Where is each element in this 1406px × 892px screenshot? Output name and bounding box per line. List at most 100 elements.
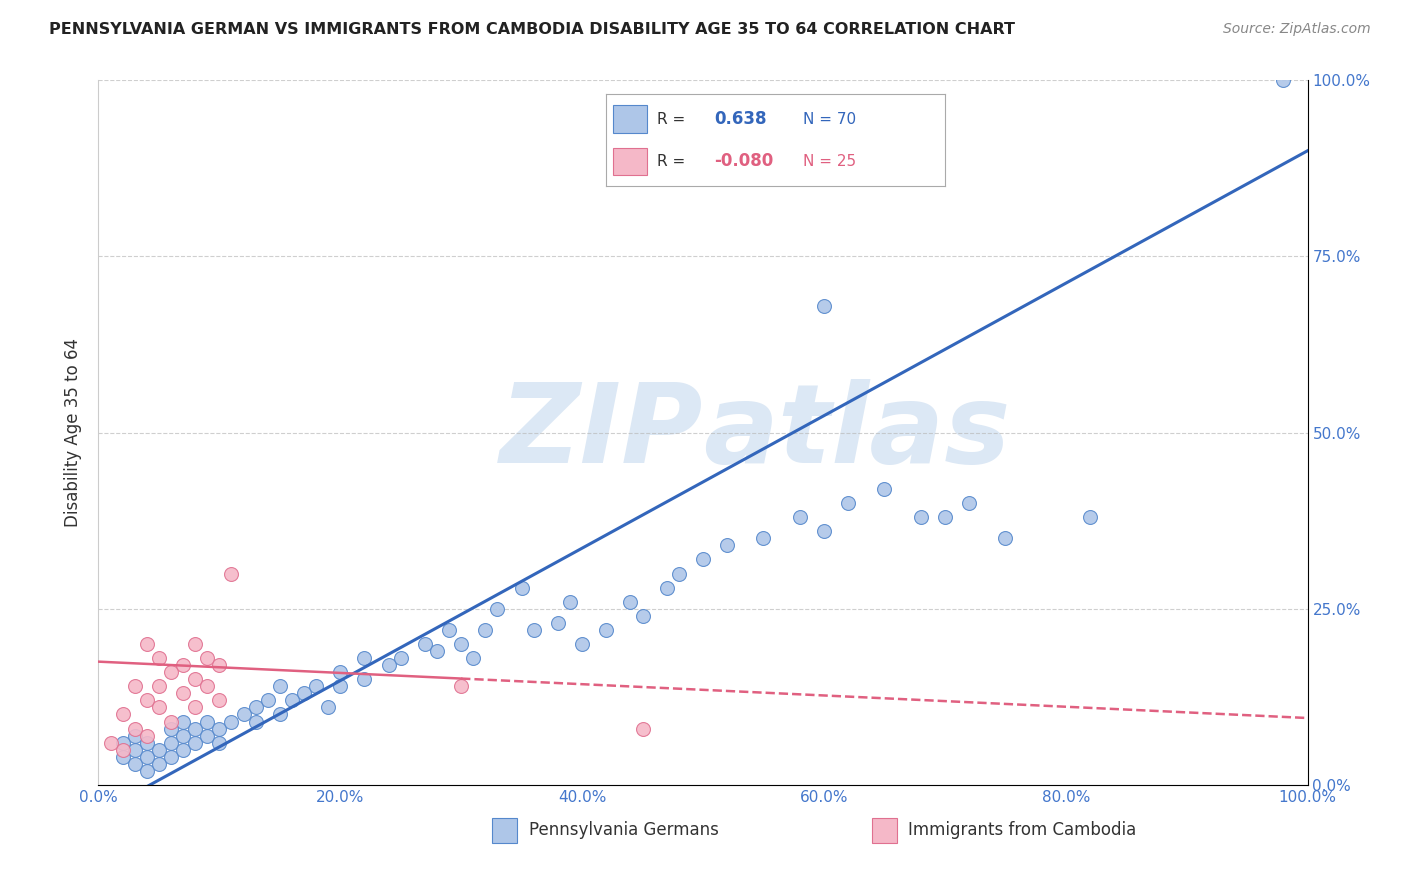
Point — [184, 722, 207, 736]
Point — [135, 749, 157, 764]
Point — [934, 510, 956, 524]
Point — [631, 722, 654, 736]
Point — [208, 722, 231, 736]
Point — [184, 736, 207, 750]
Point — [316, 700, 339, 714]
Point — [160, 722, 183, 736]
Point — [208, 693, 231, 707]
Point — [619, 595, 641, 609]
Point — [413, 637, 436, 651]
Point — [813, 524, 835, 539]
Point — [329, 679, 352, 693]
Point — [124, 742, 146, 756]
Point — [474, 623, 496, 637]
Point — [172, 658, 194, 673]
Point — [389, 651, 412, 665]
Point — [523, 623, 546, 637]
Point — [245, 714, 267, 729]
Point — [463, 651, 485, 665]
Point — [111, 742, 134, 756]
Point — [1272, 73, 1295, 87]
Text: Source: ZipAtlas.com: Source: ZipAtlas.com — [1223, 22, 1371, 37]
Point — [437, 623, 460, 637]
Point — [135, 693, 157, 707]
Point — [752, 532, 775, 546]
Point — [172, 714, 194, 729]
Point — [111, 749, 134, 764]
Point — [148, 742, 170, 756]
Point — [184, 673, 207, 687]
Point — [716, 538, 738, 552]
Point — [195, 679, 218, 693]
Point — [510, 581, 533, 595]
Point — [269, 679, 291, 693]
Point — [124, 756, 146, 771]
Text: PENNSYLVANIA GERMAN VS IMMIGRANTS FROM CAMBODIA DISABILITY AGE 35 TO 64 CORRELAT: PENNSYLVANIA GERMAN VS IMMIGRANTS FROM C… — [49, 22, 1015, 37]
Point — [353, 651, 375, 665]
Point — [292, 686, 315, 700]
Point — [256, 693, 278, 707]
Point — [195, 729, 218, 743]
Point — [595, 623, 617, 637]
Text: atlas: atlas — [703, 379, 1011, 486]
Point — [184, 700, 207, 714]
Point — [994, 532, 1017, 546]
Text: ZIP: ZIP — [499, 379, 703, 486]
Point — [692, 552, 714, 566]
Point — [269, 707, 291, 722]
Point — [160, 736, 183, 750]
Y-axis label: Disability Age 35 to 64: Disability Age 35 to 64 — [65, 338, 83, 527]
Point — [160, 714, 183, 729]
Point — [245, 700, 267, 714]
Point — [100, 736, 122, 750]
Point — [837, 496, 859, 510]
Point — [813, 299, 835, 313]
Point — [910, 510, 932, 524]
Point — [232, 707, 254, 722]
Point — [195, 714, 218, 729]
Point — [160, 749, 183, 764]
Point — [571, 637, 593, 651]
Point — [111, 707, 134, 722]
Point — [957, 496, 980, 510]
Point — [1078, 510, 1101, 524]
Point — [135, 764, 157, 778]
Point — [655, 581, 678, 595]
Point — [172, 729, 194, 743]
Point — [281, 693, 304, 707]
Point — [148, 679, 170, 693]
Point — [135, 736, 157, 750]
Point — [329, 665, 352, 680]
Point — [221, 566, 243, 581]
Point — [124, 722, 146, 736]
Point — [184, 637, 207, 651]
Point — [195, 651, 218, 665]
Point — [486, 601, 509, 615]
Point — [353, 673, 375, 687]
Point — [148, 700, 170, 714]
Point — [547, 615, 569, 630]
Point — [221, 714, 243, 729]
Point — [172, 742, 194, 756]
Point — [148, 756, 170, 771]
Point — [172, 686, 194, 700]
Point — [305, 679, 328, 693]
Point — [377, 658, 399, 673]
Point — [135, 729, 157, 743]
Point — [789, 510, 811, 524]
Point — [124, 679, 146, 693]
Point — [124, 729, 146, 743]
Point — [426, 644, 449, 658]
Point — [873, 482, 896, 496]
Point — [450, 679, 472, 693]
Point — [148, 651, 170, 665]
Point — [135, 637, 157, 651]
Point — [160, 665, 183, 680]
Point — [111, 736, 134, 750]
Text: Pennsylvania Germans: Pennsylvania Germans — [529, 822, 718, 839]
Point — [208, 658, 231, 673]
Text: Immigrants from Cambodia: Immigrants from Cambodia — [908, 822, 1136, 839]
Point — [450, 637, 472, 651]
Point — [558, 595, 581, 609]
Point — [631, 608, 654, 623]
